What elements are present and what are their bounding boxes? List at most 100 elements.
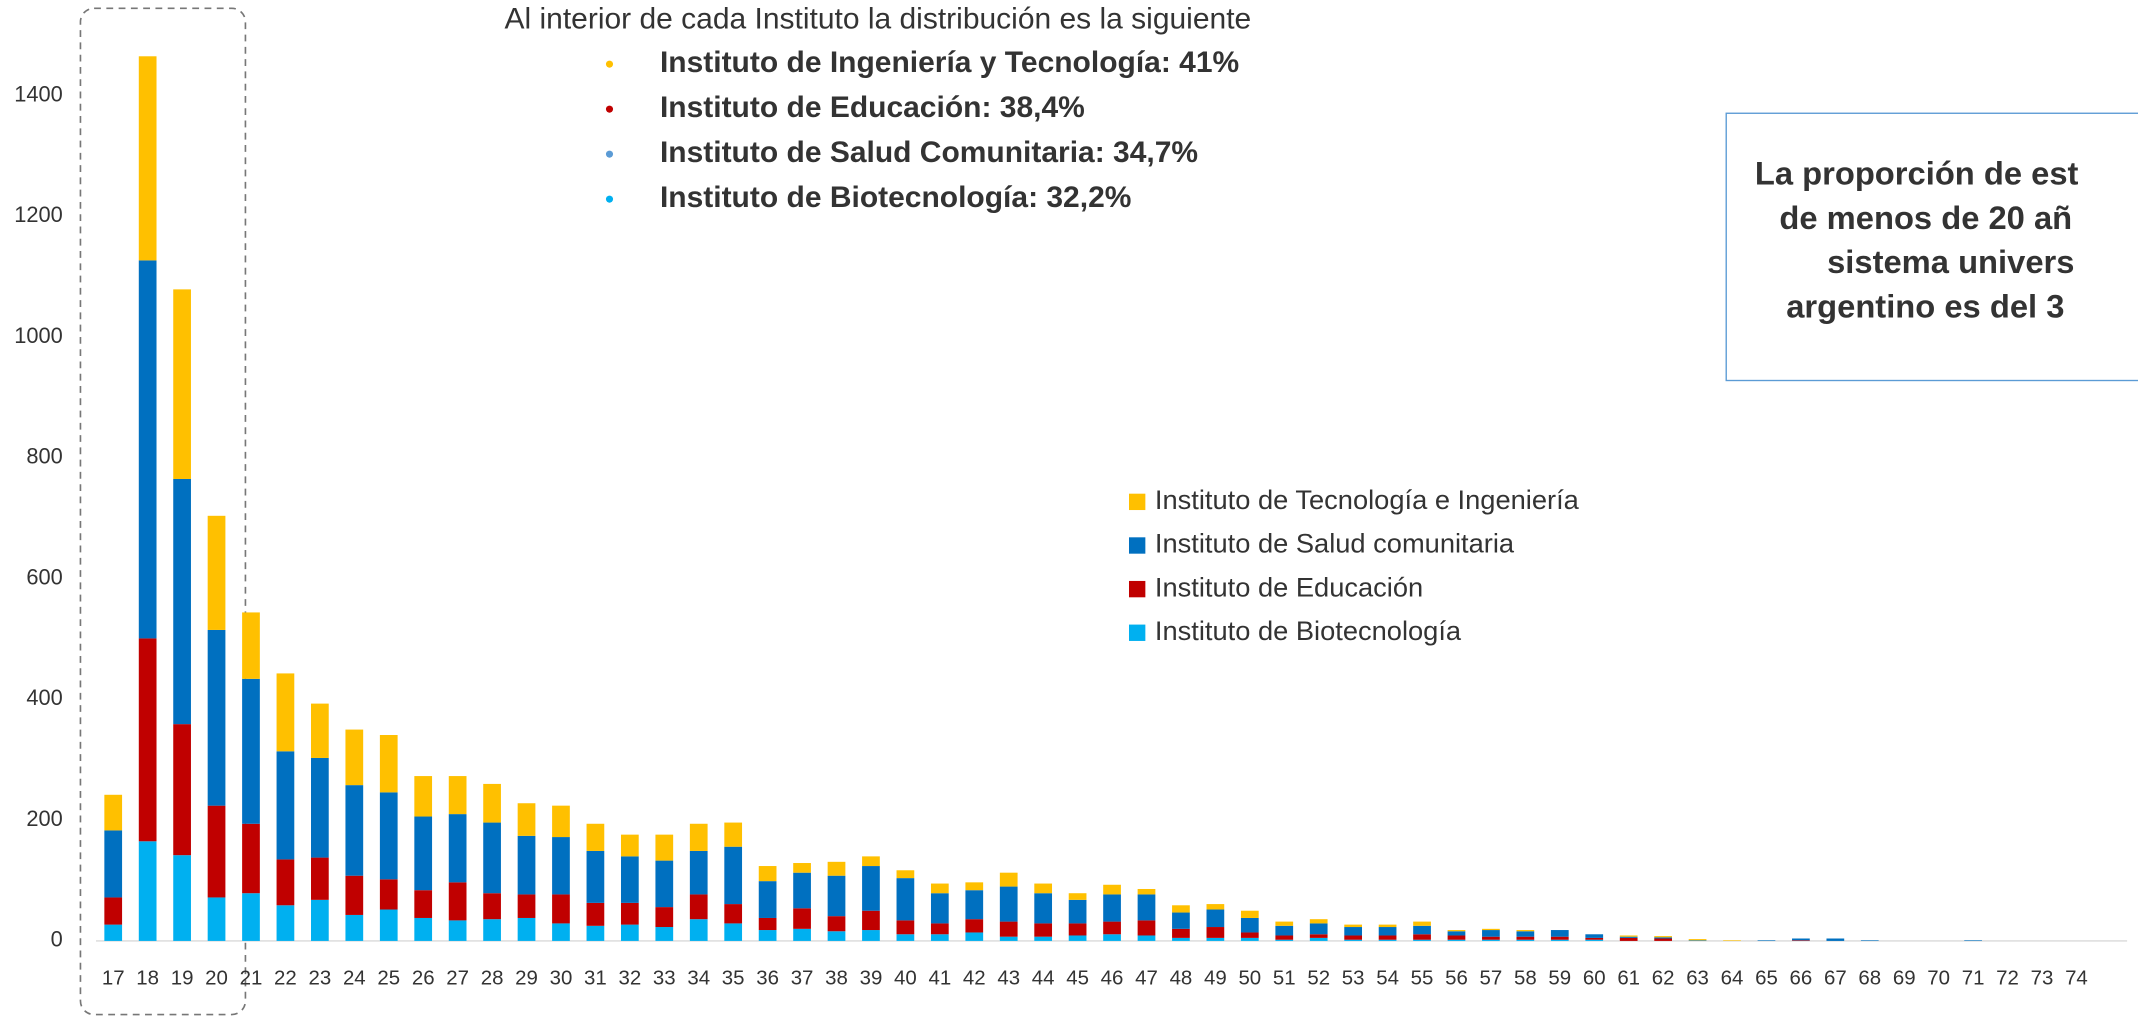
x-tick-label: 63 [1686, 967, 1709, 990]
bar-segment [862, 856, 880, 867]
x-tick-label: 56 [1445, 967, 1468, 990]
bar-segment [138, 638, 157, 842]
bar-segment [173, 478, 191, 725]
bar-segment [104, 924, 123, 941]
bar-segment [242, 612, 260, 679]
x-tick-label: 19 [171, 967, 194, 990]
bar-segment [138, 56, 157, 261]
bar-segment [1378, 927, 1397, 936]
bar-segment [1275, 939, 1294, 941]
bar-segment [1447, 931, 1466, 936]
bar-segment [1240, 932, 1259, 938]
x-tick-label: 28 [481, 967, 504, 990]
bar-segment [104, 794, 123, 831]
bar-segment [965, 882, 984, 891]
bar-segment [242, 823, 260, 894]
x-tick-label: 23 [309, 967, 332, 990]
bar-segment [758, 866, 777, 882]
x-tick-label: 42 [963, 967, 986, 990]
bar-segment [999, 886, 1018, 922]
bar-segment [173, 289, 191, 479]
bar-segment [1585, 939, 1604, 941]
x-tick-label: 51 [1273, 967, 1296, 990]
y-tick-label: 800 [26, 444, 62, 469]
x-tick-label: 61 [1617, 967, 1640, 990]
bar-segment [1482, 930, 1500, 937]
bar-segment [448, 882, 467, 921]
bar-segment [311, 703, 329, 758]
bar-segment [173, 724, 191, 856]
y-tick-label: 0 [51, 927, 63, 952]
x-tick-label: 18 [136, 967, 159, 990]
bar-segment [1550, 936, 1569, 940]
bar-segment [999, 921, 1018, 937]
bar-segment [1413, 939, 1431, 941]
bar-segment [724, 822, 743, 847]
x-tick-label: 21 [240, 967, 263, 990]
legend-swatch [1128, 580, 1146, 598]
bar-segment [689, 894, 708, 920]
x-tick-label: 58 [1514, 967, 1537, 990]
y-tick-label: 1000 [14, 323, 63, 348]
legend-swatch [1128, 624, 1146, 641]
bar-segment [1757, 940, 1776, 941]
bar-segment [379, 909, 398, 941]
bar-segment [1068, 935, 1087, 941]
bar-segment [345, 914, 364, 941]
bar-segment [862, 866, 880, 911]
bar-segment [1860, 940, 1879, 941]
bar-segment [483, 822, 501, 894]
bar-segment [483, 919, 501, 941]
bar-segment [724, 846, 743, 905]
bar-segment [1344, 935, 1363, 940]
bar-segment [311, 757, 329, 858]
x-tick-label: 57 [1480, 967, 1503, 990]
bar-segment [1413, 921, 1431, 926]
bar-segment [1103, 921, 1121, 935]
bar-segment [620, 902, 639, 925]
bar-segment [138, 841, 157, 941]
legend-swatch [1128, 537, 1146, 554]
bar-segment [930, 883, 949, 894]
bar-segment [965, 932, 984, 941]
bar-segment [620, 856, 639, 903]
bar-segment [827, 875, 846, 917]
bar-segment [1585, 937, 1604, 940]
bar-segment [1344, 927, 1363, 936]
bar-segment [620, 834, 639, 857]
bar-segment [1482, 936, 1500, 940]
bar-segment [345, 729, 364, 786]
bar-segment [1103, 884, 1121, 895]
x-tick-label: 53 [1342, 967, 1365, 990]
bullet-dot [605, 195, 614, 203]
callout-line: sistema univers [1827, 243, 2074, 280]
callout-box [1725, 112, 2138, 382]
bar-segment [1688, 940, 1707, 941]
bar-segment [483, 783, 501, 823]
bar-segment [517, 803, 536, 836]
bar-segment [1034, 923, 1053, 937]
bar-segment [1309, 923, 1328, 935]
legend-swatch [1128, 493, 1146, 511]
bar-segment [999, 936, 1018, 941]
x-tick-label: 70 [1927, 967, 1950, 990]
bar-segment [345, 875, 364, 915]
bar-segment [1482, 928, 1500, 931]
x-tick-label: 27 [446, 967, 469, 990]
bar-segment [1654, 936, 1672, 938]
bar-segment [724, 923, 743, 941]
bar-segment [1034, 936, 1053, 941]
bar-segment [862, 910, 880, 931]
bar-segment [1619, 936, 1638, 938]
bar-segment [655, 907, 674, 928]
bar-segment [1137, 888, 1156, 895]
x-tick-label: 17 [102, 967, 125, 990]
x-tick-label: 71 [1962, 967, 1985, 990]
bar-segment [552, 894, 570, 924]
y-tick-label: 200 [26, 806, 62, 831]
bar-segment [724, 904, 743, 924]
callout-line: de menos de 20 añ [1779, 199, 2072, 236]
bar-segment [1447, 939, 1466, 941]
bar-segment [689, 823, 708, 851]
